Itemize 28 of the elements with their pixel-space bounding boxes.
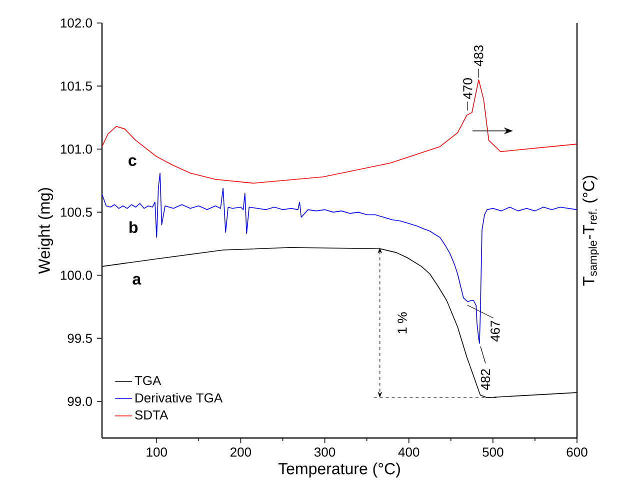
y2-axis-title: T$_{sample}$-T$_{ref.}$ (°C) [582, 176, 600, 286]
y-tick-label: 99.5 [68, 334, 92, 343]
y-axis-title: Weight (mg) [38, 188, 54, 274]
annotation: 482 [480, 369, 490, 390]
y-tick-label: 102.0 [60, 18, 92, 28]
x-tick-label: 100 [146, 448, 167, 457]
annotation: 470 [463, 78, 472, 100]
annotation: 467 [490, 320, 500, 342]
y-tick-label: 99.0 [68, 396, 92, 406]
annotation: b [130, 221, 138, 234]
x-axis-title: Temperature (°C) [278, 462, 400, 478]
x-tick-label: 600 [566, 448, 588, 457]
legend-label: SDTA [135, 410, 168, 420]
x-tick-label: 300 [314, 448, 336, 457]
y-tick-label: 100.0 [60, 270, 92, 280]
legend-label: TGA [134, 376, 162, 386]
y-tick-label: 101.5 [60, 81, 92, 91]
y-tick-label: 101.0 [60, 144, 92, 154]
annotation: a [132, 276, 142, 285]
annotation: 483 [474, 45, 484, 66]
line-series [102, 79, 578, 184]
legend-label: Derivative TGA [136, 392, 223, 403]
x-tick-label: 500 [482, 448, 504, 457]
x-tick-label: 200 [230, 448, 252, 457]
annotation: c [128, 157, 136, 166]
y-tick-label: 100.5 [60, 208, 92, 217]
x-tick-label: 400 [398, 448, 420, 457]
annotation: 1 % [398, 312, 407, 334]
